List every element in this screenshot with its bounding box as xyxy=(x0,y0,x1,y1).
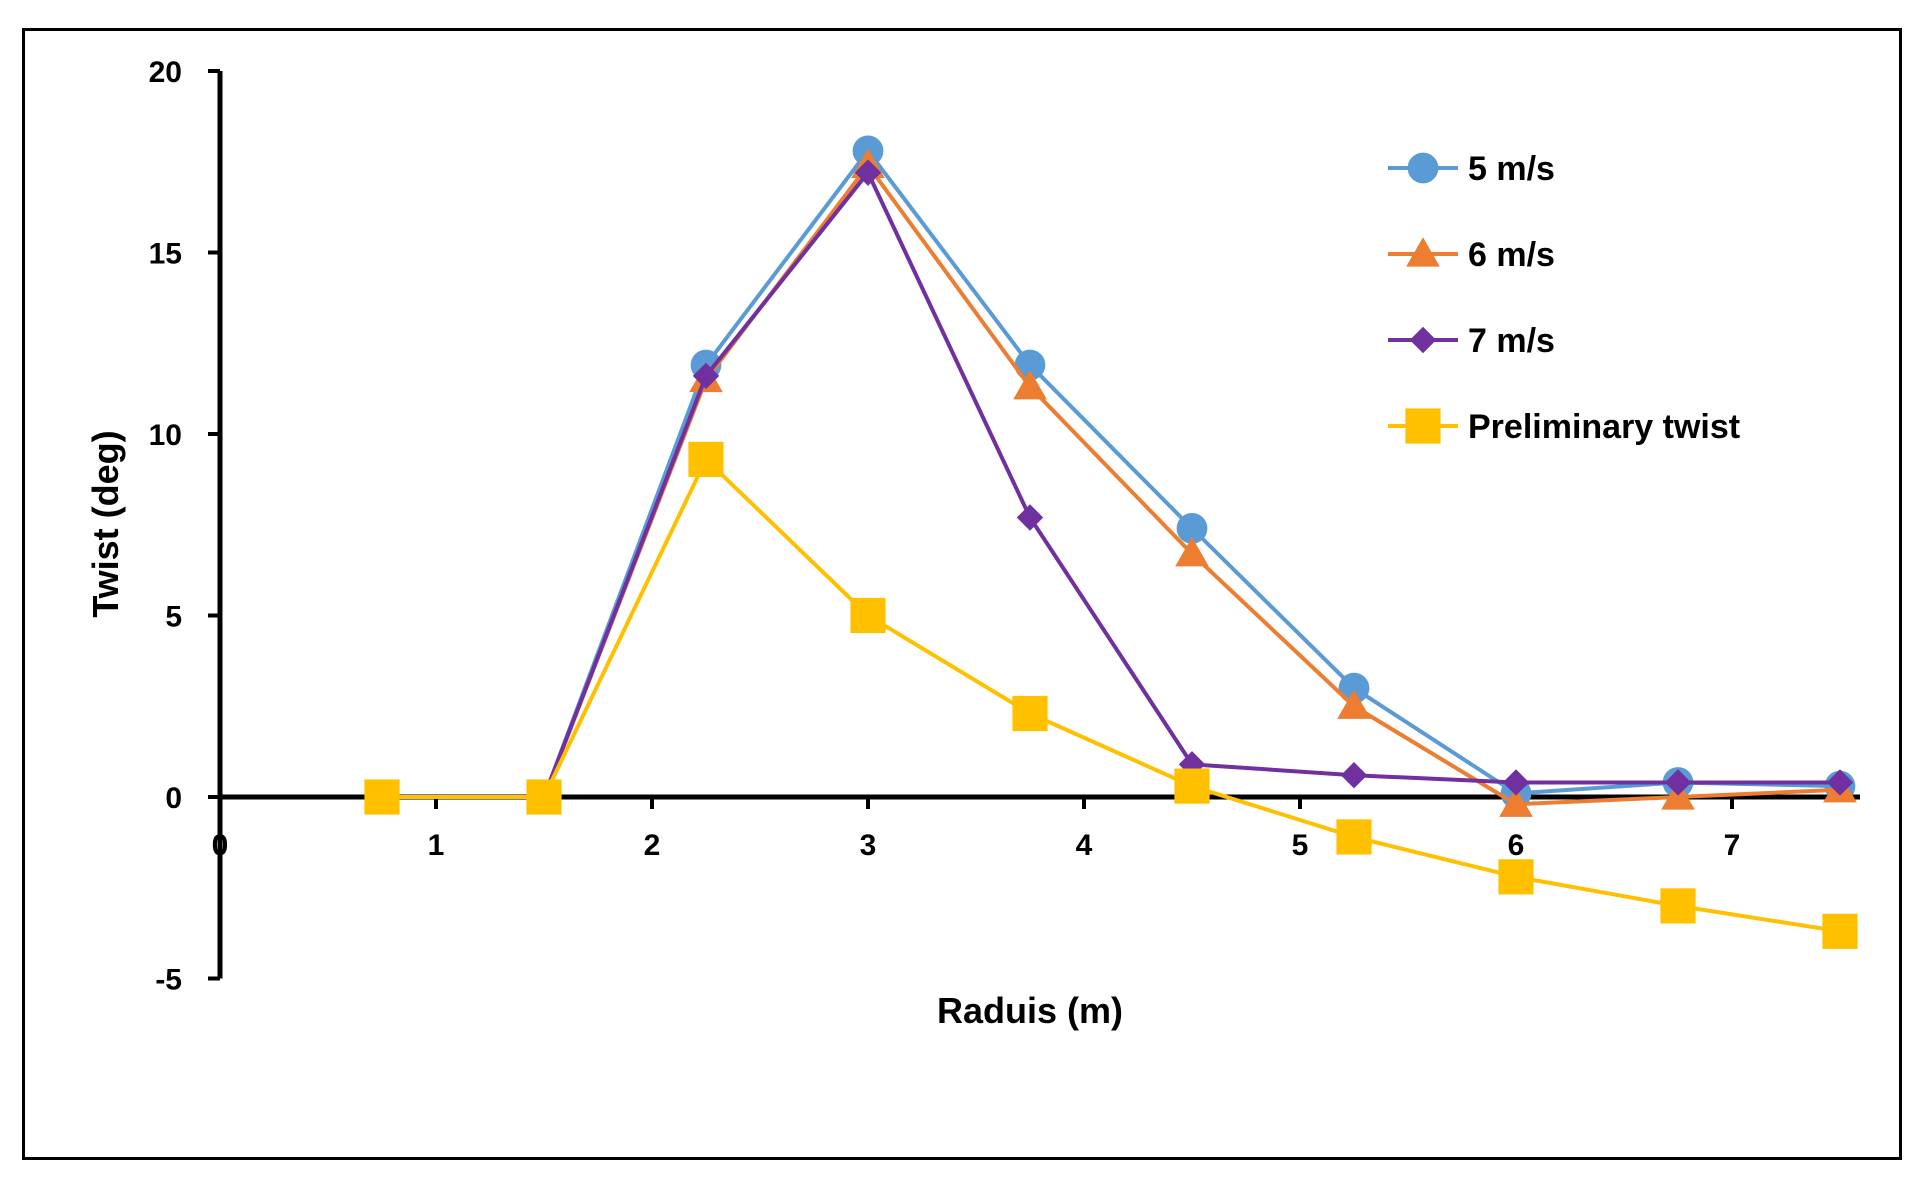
series-6-m-s xyxy=(365,148,1857,817)
data-point xyxy=(688,441,724,478)
x-axis-title: Raduis (m) xyxy=(937,990,1123,1031)
legend-label: 7 m/s xyxy=(1468,322,1555,360)
data-point xyxy=(1016,504,1044,531)
data-point xyxy=(854,159,882,186)
data-point xyxy=(1502,769,1530,796)
y-tick-label: 5 xyxy=(165,601,182,634)
legend-label: 6 m/s xyxy=(1468,236,1555,274)
data-point xyxy=(1660,888,1696,924)
data-point xyxy=(1337,689,1371,719)
legend: 5 m/s 6 m/s 7 m/s Preliminary twist xyxy=(1388,150,1740,446)
data-point xyxy=(1498,859,1534,895)
y-tick-label: 0 xyxy=(165,782,182,815)
data-point xyxy=(1014,349,1046,381)
data-point xyxy=(1822,913,1858,949)
x-tick-label: 6 xyxy=(1508,829,1525,862)
data-point xyxy=(1340,762,1368,789)
x-origin-label: 0 xyxy=(212,829,229,862)
chart-frame xyxy=(22,28,1902,1160)
data-point xyxy=(1664,769,1692,796)
x-tick-label: 3 xyxy=(860,829,877,862)
data-point xyxy=(1336,819,1372,855)
y-tick-label: 20 xyxy=(149,56,182,89)
data-point xyxy=(1826,769,1854,796)
y-axis-title: Twist (deg) xyxy=(85,430,126,617)
x-tick-label: 5 xyxy=(1292,829,1309,862)
data-point xyxy=(1178,751,1206,778)
series-line xyxy=(382,148,1841,799)
y-tick-label: -5 xyxy=(155,964,182,997)
series-line xyxy=(382,163,1841,807)
data-point xyxy=(1174,768,1210,804)
series-layer xyxy=(364,135,1858,949)
ticks-layer: 20 15 10 5 0 -5 1 2 3 4 5 6 7 0 xyxy=(149,56,1741,997)
legend-entry: 5 m/s xyxy=(1388,150,1555,188)
x-tick-label: 2 xyxy=(644,829,661,862)
legend-entry: Preliminary twist xyxy=(1388,408,1740,446)
y-tick-label: 10 xyxy=(149,419,182,452)
legend-label: 5 m/s xyxy=(1468,150,1555,188)
data-point xyxy=(1499,787,1533,817)
data-point xyxy=(1175,536,1209,567)
marker-diamond xyxy=(1409,326,1437,354)
x-tick-label: 4 xyxy=(1076,829,1093,862)
legend-entry: 6 m/s xyxy=(1388,236,1555,274)
data-point xyxy=(526,779,562,815)
series-line xyxy=(382,170,1840,799)
data-point xyxy=(1013,370,1047,400)
series-7-m-s xyxy=(368,159,1854,811)
data-point xyxy=(850,597,886,634)
series-line xyxy=(382,457,1841,934)
series-5-m-s xyxy=(366,135,1856,813)
y-tick-label: 15 xyxy=(149,238,182,271)
data-point xyxy=(692,362,720,390)
data-point xyxy=(1338,672,1370,704)
marker-circle xyxy=(1407,152,1439,184)
x-tick-label: 1 xyxy=(428,829,445,862)
series-preliminary-twist xyxy=(364,441,1858,949)
axes-layer xyxy=(217,71,1860,979)
data-point xyxy=(1012,695,1048,732)
x-tick-label: 7 xyxy=(1724,829,1741,862)
data-point xyxy=(364,779,400,815)
marker-square xyxy=(1405,408,1441,444)
legend-entry: 7 m/s xyxy=(1388,322,1555,360)
data-point xyxy=(1176,512,1208,544)
legend-label: Preliminary twist xyxy=(1468,408,1740,446)
marker-triangle xyxy=(1406,237,1440,267)
